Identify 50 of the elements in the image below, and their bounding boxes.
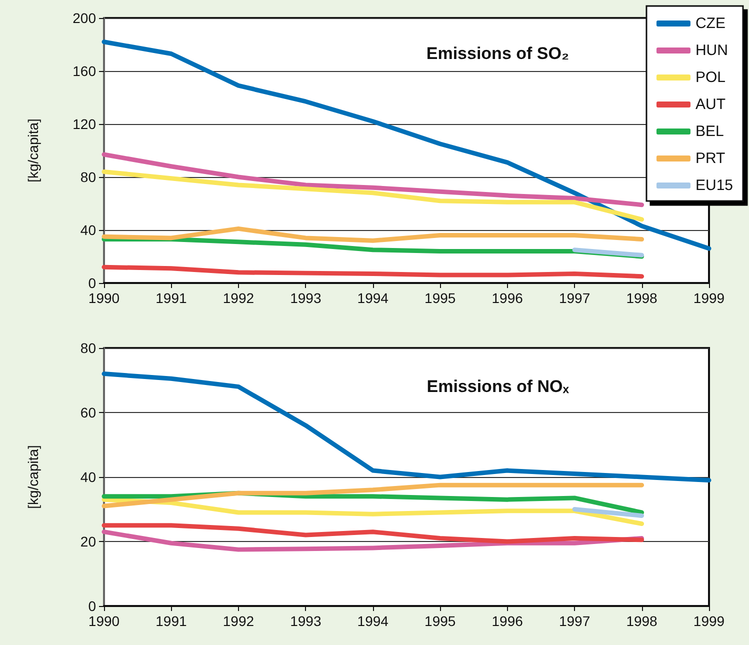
line-series <box>102 496 644 526</box>
y-tick-label: 120 <box>72 116 96 132</box>
text: Emissions of NOₓ <box>426 376 570 396</box>
y-tick-label: 20 <box>80 533 96 549</box>
y-tick-label: 60 <box>80 404 96 420</box>
x-tick-label: 1994 <box>357 612 389 628</box>
x-tick-label: 1993 <box>290 612 322 628</box>
y-tick-label: 0 <box>88 275 96 291</box>
x-tick-label: 1998 <box>626 612 658 628</box>
text: Emissions of SO₂ <box>426 44 569 63</box>
x-tick-label: 1996 <box>492 290 524 306</box>
x-tick-label: 1991 <box>156 612 187 628</box>
x-tick-label: 1992 <box>222 290 254 306</box>
x-tick-label: 1995 <box>424 612 456 628</box>
legend-label: CZE <box>695 15 726 32</box>
x-tick-label: 1995 <box>424 290 456 306</box>
y-tick-label: 80 <box>80 340 96 356</box>
y-tick-label: 200 <box>72 10 96 26</box>
y-tick-label: 0 <box>88 598 96 614</box>
x-tick-label: 1999 <box>693 612 725 628</box>
line-series <box>102 264 644 279</box>
x-tick-label: 1997 <box>558 290 590 306</box>
line-series <box>102 482 644 508</box>
line-series <box>102 169 644 222</box>
y-axis-title: [kg/capita] <box>25 444 41 508</box>
line-series <box>102 522 644 544</box>
x-tick-label: 1992 <box>222 612 254 628</box>
x-tick-label: 1997 <box>558 612 590 628</box>
x-tick-label: 1996 <box>492 612 524 628</box>
legend-label: BEL <box>695 123 724 140</box>
line-series <box>102 226 644 243</box>
x-tick-label: 1999 <box>693 290 725 306</box>
y-tick-label: 40 <box>80 468 96 484</box>
x-tick-label: 1998 <box>626 290 658 306</box>
legend-label: AUT <box>695 96 726 113</box>
line-series <box>102 152 644 208</box>
y-tick-label: 40 <box>80 222 96 238</box>
legend-label: PRT <box>695 150 726 167</box>
x-tick-label: 1991 <box>156 290 187 306</box>
legend-label: HUN <box>695 42 728 59</box>
line-series <box>102 371 712 482</box>
y-tick-label: 160 <box>72 63 96 79</box>
x-tick-label: 1994 <box>357 290 389 306</box>
legend-label: POL <box>695 69 726 86</box>
x-tick-label: 1990 <box>88 612 120 628</box>
x-tick-label: 1993 <box>290 290 322 306</box>
x-tick-label: 1990 <box>88 290 120 306</box>
legend-label: EU15 <box>695 177 734 194</box>
y-axis-title: [kg/capita] <box>25 118 41 182</box>
y-tick-label: 80 <box>80 169 96 185</box>
